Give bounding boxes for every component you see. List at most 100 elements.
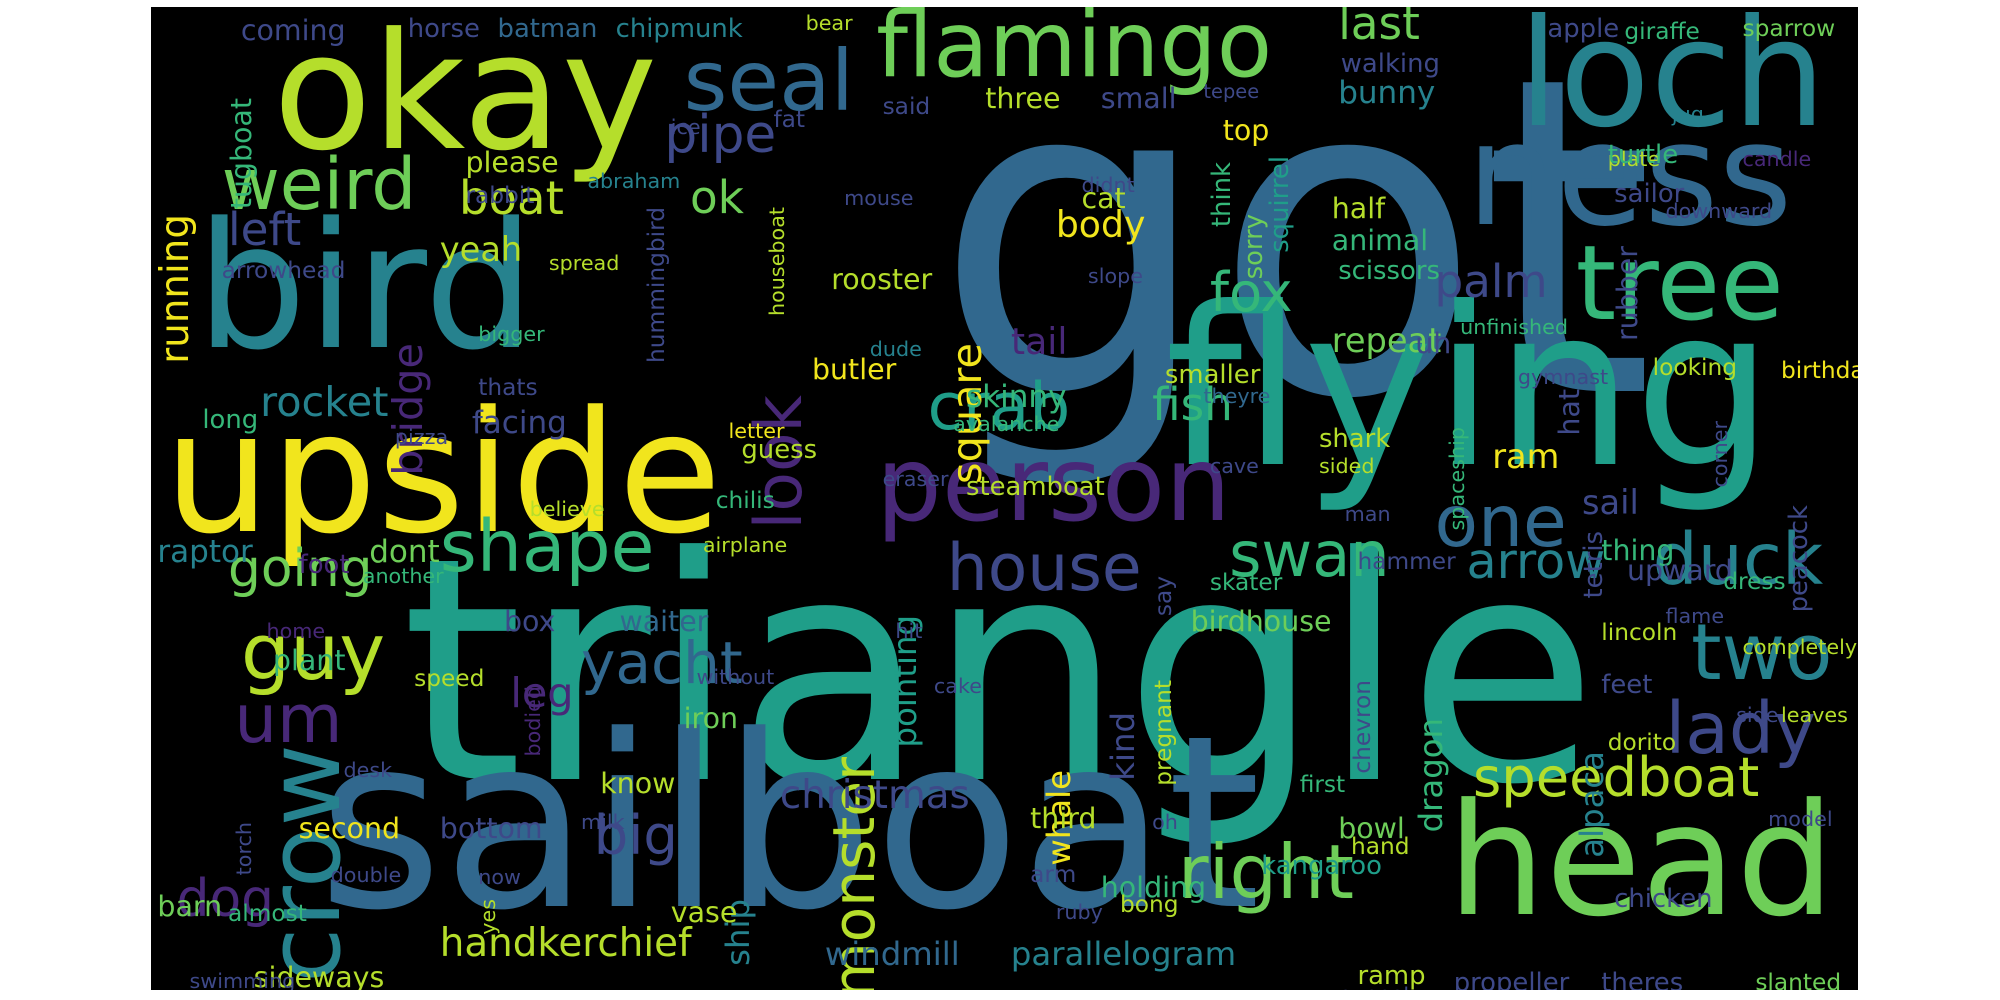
word-91: bottom: [439, 812, 543, 846]
word-195: bong: [1120, 890, 1179, 918]
word-169: skater: [1209, 568, 1283, 596]
word-181: chevron: [1349, 679, 1377, 774]
word-47: christmas: [779, 772, 970, 818]
word-75: rubber: [1611, 246, 1645, 342]
word-184: leaves: [1780, 703, 1848, 728]
word-143: dude: [869, 337, 922, 362]
word-87: box: [503, 605, 556, 639]
word-76: uh: [1415, 327, 1452, 361]
word-192: double: [330, 862, 402, 887]
word-109: batman: [497, 14, 598, 45]
word-174: flame: [1665, 603, 1725, 628]
word-99: chicken: [1614, 883, 1713, 914]
word-23: lady: [1665, 686, 1817, 770]
word-84: dont: [369, 534, 440, 571]
word-198: ruby: [1055, 900, 1103, 925]
word-32: going: [228, 538, 373, 599]
word-186: dorito: [1607, 729, 1677, 757]
word-183: side: [1736, 703, 1779, 728]
word-6: bird: [195, 186, 535, 389]
word-21: swan: [1229, 518, 1390, 592]
word-132: candle: [1742, 147, 1812, 172]
word-85: facing: [471, 404, 567, 441]
word-187: desk: [343, 757, 393, 782]
word-66: rooster: [831, 262, 933, 296]
word-25: speedboat: [1472, 745, 1760, 809]
word-43: last: [1338, 7, 1420, 50]
word-147: gymnast: [1517, 364, 1609, 389]
word-163: believe: [529, 496, 605, 521]
word-118: ice: [670, 114, 701, 139]
word-14: seal: [683, 32, 855, 131]
word-16: shape: [439, 505, 655, 589]
word-106: slanted: [1755, 968, 1842, 990]
word-108: horse: [407, 14, 480, 45]
word-167: another: [362, 563, 444, 588]
word-196: almost: [228, 900, 307, 928]
word-28: um: [234, 680, 343, 759]
word-89: birdhouse: [1190, 605, 1332, 639]
word-148: looking: [1652, 354, 1738, 382]
word-27: guy: [240, 607, 386, 698]
word-168: hammer: [1357, 548, 1456, 576]
word-116: said: [882, 92, 931, 120]
word-133: sailor: [1614, 178, 1685, 209]
word-100: barn: [157, 889, 223, 923]
word-63: yeah: [439, 230, 523, 270]
word-12: tree: [1575, 224, 1784, 345]
word-92: know: [600, 767, 676, 801]
word-22: two: [1691, 607, 1833, 698]
word-71: please: [465, 146, 559, 180]
word-138: hummingbird: [643, 207, 671, 364]
word-44: ok: [690, 171, 744, 225]
word-9: head: [1447, 770, 1835, 952]
word-140: slope: [1087, 263, 1143, 288]
word-152: letter: [728, 418, 785, 443]
word-172: hit: [895, 619, 923, 644]
word-51: leg: [510, 669, 574, 718]
word-189: milk: [580, 809, 625, 834]
word-176: speed: [414, 664, 485, 692]
word-18: house: [946, 531, 1142, 607]
word-67: bunny: [1338, 75, 1436, 112]
word-182: feet: [1601, 670, 1653, 701]
word-45: fish: [1152, 378, 1233, 432]
word-94: third: [1030, 802, 1097, 836]
word-125: didnt: [1081, 173, 1135, 198]
word-193: now: [478, 865, 521, 890]
word-179: cake: [933, 673, 982, 698]
word-31: arrow: [1466, 532, 1606, 591]
word-157: steamboat: [965, 472, 1105, 503]
word-60: sail: [1582, 482, 1639, 522]
word-151: pizza: [394, 425, 449, 450]
word-49: parallelogram: [1010, 935, 1237, 974]
word-96: hand: [1351, 832, 1410, 860]
word-162: chilis: [715, 487, 775, 515]
word-141: unfinished: [1460, 315, 1568, 340]
word-171: home: [266, 619, 326, 644]
word-34: dog: [176, 868, 274, 929]
word-20: one: [1434, 479, 1567, 563]
word-175: completely: [1742, 634, 1858, 659]
word-119: tepee: [1203, 80, 1260, 104]
word-64: skinny: [965, 379, 1067, 416]
word-10: person: [876, 424, 1231, 545]
word-158: cave: [1209, 453, 1259, 478]
word-123: abraham: [587, 169, 681, 194]
word-178: bodied: [521, 686, 546, 757]
word-121: tugboat: [225, 97, 258, 209]
word-114: sparrow: [1742, 15, 1836, 43]
word-199: swimming: [189, 968, 296, 990]
word-131: turtle: [1607, 139, 1679, 170]
word-61: ram: [1492, 437, 1560, 477]
word-41: bridge: [384, 343, 433, 477]
word-177: without: [696, 664, 775, 689]
word-48: handkerchief: [439, 921, 692, 967]
word-200: puppet: [1338, 983, 1411, 990]
word-46: rocket: [260, 378, 389, 427]
word-188: torch: [232, 821, 257, 876]
word-154: shark: [1318, 424, 1391, 455]
word-104: propeller: [1453, 967, 1570, 990]
word-102: sideways: [253, 961, 385, 990]
word-117: fat: [773, 105, 806, 133]
